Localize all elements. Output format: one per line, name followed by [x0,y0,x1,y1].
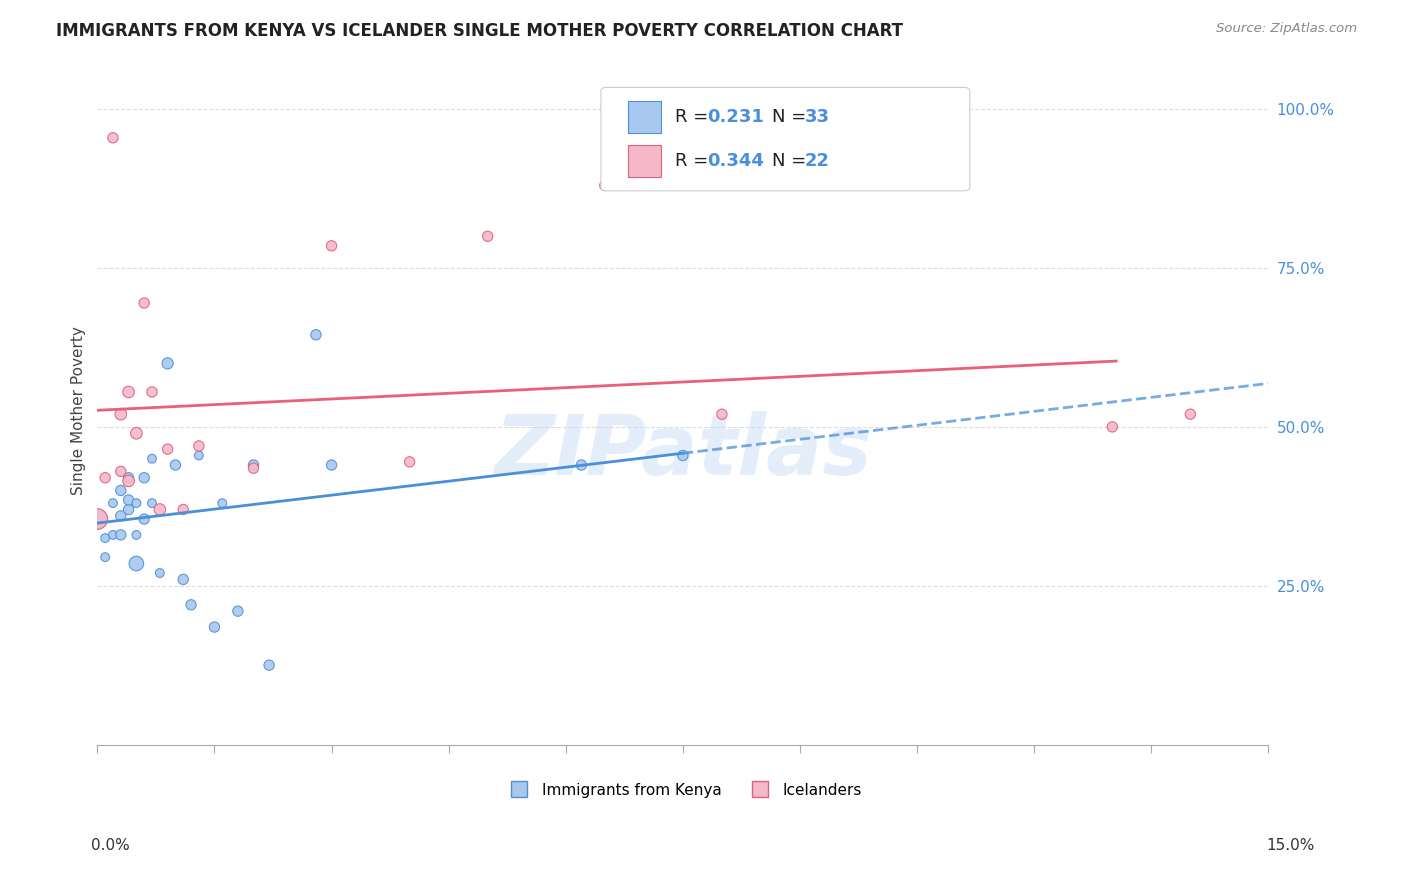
Point [141,384,163,399]
Point [156,356,179,370]
Point [134,512,156,526]
Point [94,471,117,485]
Point [305,327,328,342]
Text: 33: 33 [804,108,830,126]
Point [117,502,139,516]
Text: 0.0%: 0.0% [91,838,131,854]
Point [226,604,249,618]
Text: 0.231: 0.231 [707,108,765,126]
Point [86,512,108,526]
Point [149,566,172,580]
Point [156,442,179,457]
Point [165,458,187,472]
Point [1180,407,1202,421]
Point [125,528,148,542]
Point [101,130,124,145]
Point [125,496,148,510]
Text: R =: R = [675,153,714,170]
Text: 0.344: 0.344 [707,153,765,170]
Point [117,384,139,399]
Point [86,512,108,526]
Point [571,458,593,472]
Point [117,471,139,485]
Point [672,449,695,463]
Point [141,496,163,510]
Text: Source: ZipAtlas.com: Source: ZipAtlas.com [1216,22,1357,36]
Bar [628,145,661,178]
Text: N =: N = [772,108,811,126]
Text: IMMIGRANTS FROM KENYA VS ICELANDER SINGLE MOTHER POVERTY CORRELATION CHART: IMMIGRANTS FROM KENYA VS ICELANDER SINGL… [56,22,903,40]
Point [117,474,139,488]
Text: 15.0%: 15.0% [1267,838,1315,854]
Text: 22: 22 [804,153,830,170]
Point [94,531,117,545]
Point [101,528,124,542]
FancyBboxPatch shape [600,87,970,191]
Point [141,451,163,466]
Point [180,598,202,612]
Point [94,550,117,565]
Point [110,464,132,478]
Point [1101,420,1123,434]
Point [125,557,148,571]
Point [172,573,194,587]
Point [321,458,343,472]
Point [101,496,124,510]
Point [204,620,226,634]
Point [134,471,156,485]
Point [187,449,209,463]
Point [710,407,733,421]
Text: ZIPatlas: ZIPatlas [494,410,872,491]
Point [398,455,420,469]
Point [257,658,280,673]
Point [172,502,194,516]
Text: N =: N = [772,153,811,170]
Point [242,458,264,472]
Point [110,528,132,542]
Point [593,178,616,193]
Point [125,426,148,441]
Legend: Immigrants from Kenya, Icelanders: Immigrants from Kenya, Icelanders [498,776,869,804]
Point [110,483,132,498]
Point [211,496,233,510]
Point [117,493,139,508]
Point [110,508,132,523]
Point [134,296,156,310]
Point [242,461,264,475]
Text: R =: R = [675,108,714,126]
Point [110,407,132,421]
Point [321,239,343,253]
Y-axis label: Single Mother Poverty: Single Mother Poverty [72,326,86,495]
Point [187,439,209,453]
Point [477,229,499,244]
Point [149,502,172,516]
Bar [628,101,661,133]
